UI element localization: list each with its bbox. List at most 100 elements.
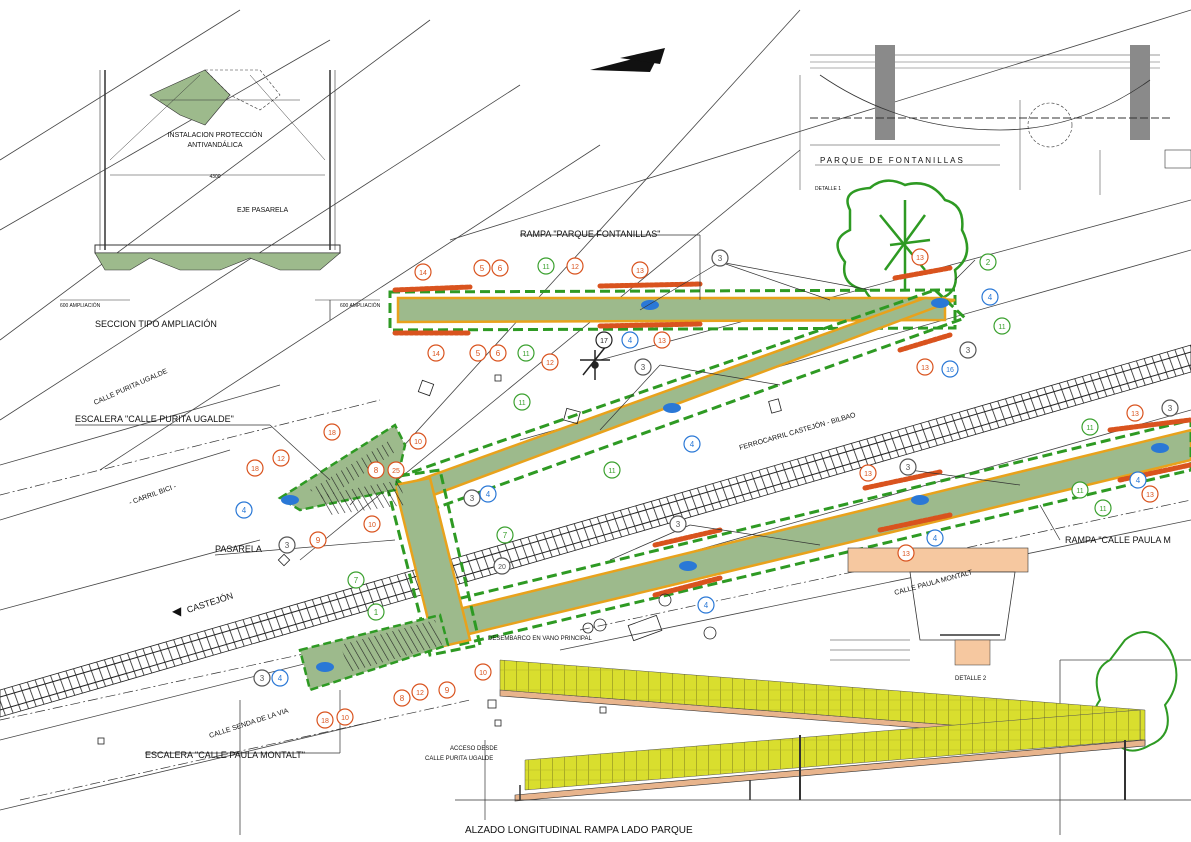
callout-number: 3 bbox=[1168, 404, 1173, 413]
callout-circle bbox=[253, 669, 271, 687]
callout-circle bbox=[631, 261, 649, 279]
callout-number: 1 bbox=[374, 608, 379, 617]
callout-circle bbox=[387, 461, 405, 479]
callout-marker-20: 20 bbox=[493, 557, 511, 575]
callout-number: 12 bbox=[571, 264, 579, 271]
tree-icon bbox=[836, 179, 969, 308]
ferrocarril-label: FERROCARRIL CASTEJÓN - BILBAO bbox=[738, 410, 857, 452]
acceso-label-2: CALLE PURITA UGALDE bbox=[425, 756, 493, 762]
callout-number: 14 bbox=[432, 351, 440, 358]
callout-marker-11: 11 bbox=[993, 317, 1011, 335]
callout-marker-3: 3 bbox=[634, 358, 652, 376]
ramp-park-label: RAMPA "PARQUE FONTANILLAS" bbox=[520, 229, 660, 239]
callout-circle bbox=[367, 461, 385, 479]
callout-marker-25: 25 bbox=[387, 461, 405, 479]
callout-number: 11 bbox=[998, 324, 1005, 331]
carril-bici-label: - CARRIL BICI - bbox=[128, 483, 178, 507]
callout-number: 4 bbox=[690, 440, 695, 449]
callout-marker-12: 12 bbox=[566, 257, 584, 275]
callout-marker-11: 11 bbox=[1071, 481, 1089, 499]
callout-marker-11: 11 bbox=[1081, 418, 1099, 436]
callout-circle bbox=[541, 353, 559, 371]
callout-number: 4 bbox=[486, 490, 491, 499]
callout-number: 4 bbox=[628, 336, 633, 345]
callout-circle bbox=[621, 331, 639, 349]
acceso-label-1: ACCESO DESDE bbox=[450, 746, 498, 752]
callout-marker-16: 16 bbox=[941, 360, 959, 378]
callout-number: 13 bbox=[864, 471, 872, 478]
callout-marker-3: 3 bbox=[899, 458, 917, 476]
callout-circle bbox=[911, 248, 929, 266]
callout-number: 10 bbox=[341, 715, 349, 722]
callout-number: 20 bbox=[498, 564, 506, 571]
callout-circle bbox=[1141, 485, 1159, 503]
callout-circle bbox=[683, 435, 701, 453]
callout-marker-18: 18 bbox=[316, 711, 334, 729]
callout-circle bbox=[711, 249, 729, 267]
callout-marker-12: 12 bbox=[272, 449, 290, 467]
callout-marker-17: 17 bbox=[595, 331, 613, 349]
ramp-elevation bbox=[455, 659, 1191, 802]
callout-circle bbox=[1129, 471, 1147, 489]
callout-circle bbox=[1161, 399, 1179, 417]
callout-circle bbox=[517, 344, 535, 362]
callout-marker-7: 7 bbox=[347, 571, 365, 589]
callout-circle bbox=[566, 257, 584, 275]
callout-number: 7 bbox=[354, 576, 359, 585]
callout-number: 8 bbox=[374, 466, 379, 475]
callout-circle bbox=[469, 344, 487, 362]
callout-number: 18 bbox=[251, 466, 259, 473]
callout-number: 3 bbox=[470, 494, 475, 503]
pasarela-bridge bbox=[383, 468, 482, 657]
callout-circle bbox=[489, 344, 507, 362]
antivandal-label-2: ANTIVANDÁLICA bbox=[187, 140, 242, 149]
callout-circle bbox=[473, 259, 491, 277]
callout-circle bbox=[271, 669, 289, 687]
callout-circle bbox=[653, 331, 671, 349]
callout-marker-7: 7 bbox=[496, 526, 514, 544]
callout-marker-9: 9 bbox=[438, 681, 456, 699]
callout-circle bbox=[479, 485, 497, 503]
calle-purita-label: CALLE PURITA UGALDE bbox=[93, 368, 169, 407]
callout-circle bbox=[409, 432, 427, 450]
callout-marker-18: 18 bbox=[323, 423, 341, 441]
callout-circle bbox=[899, 458, 917, 476]
callout-circle bbox=[316, 711, 334, 729]
callout-circle bbox=[1126, 404, 1144, 422]
callout-circle bbox=[438, 681, 456, 699]
callout-number: 3 bbox=[966, 346, 971, 355]
callout-circle bbox=[278, 536, 296, 554]
callout-number: 3 bbox=[906, 463, 911, 472]
alzado-label: ALZADO LONGITUDINAL RAMPA LADO PARQUE bbox=[465, 825, 693, 836]
callout-number: 25 bbox=[392, 468, 400, 475]
callout-circle bbox=[1081, 418, 1099, 436]
callout-number: 4 bbox=[1136, 476, 1141, 485]
callout-number: 3 bbox=[285, 541, 290, 550]
callout-number: 13 bbox=[1146, 492, 1154, 499]
callout-circle bbox=[897, 544, 915, 562]
callout-marker-2: 2 bbox=[979, 253, 997, 271]
callout-marker-4: 4 bbox=[981, 288, 999, 306]
callout-number: 4 bbox=[988, 293, 993, 302]
callout-circle bbox=[959, 341, 977, 359]
callout-marker-13: 13 bbox=[1126, 404, 1144, 422]
callout-marker-10: 10 bbox=[474, 663, 492, 681]
callout-circle bbox=[916, 358, 934, 376]
callout-number: 11 bbox=[1076, 488, 1083, 495]
callout-circle bbox=[414, 263, 432, 281]
callout-number: 5 bbox=[480, 264, 485, 273]
callout-circle bbox=[347, 571, 365, 589]
callout-number: 3 bbox=[641, 363, 646, 372]
callout-number: 3 bbox=[260, 674, 265, 683]
callout-circle bbox=[309, 531, 327, 549]
callout-circle bbox=[1094, 499, 1112, 517]
callout-number: 3 bbox=[718, 254, 723, 263]
callout-number: 11 bbox=[1099, 506, 1106, 513]
callout-number: 13 bbox=[921, 365, 929, 372]
callout-number: 10 bbox=[479, 670, 487, 677]
ramp-park bbox=[388, 288, 968, 512]
callout-circle bbox=[474, 663, 492, 681]
callout-marker-13: 13 bbox=[859, 464, 877, 482]
detalle2-label: DETALLE 2 bbox=[955, 676, 987, 682]
